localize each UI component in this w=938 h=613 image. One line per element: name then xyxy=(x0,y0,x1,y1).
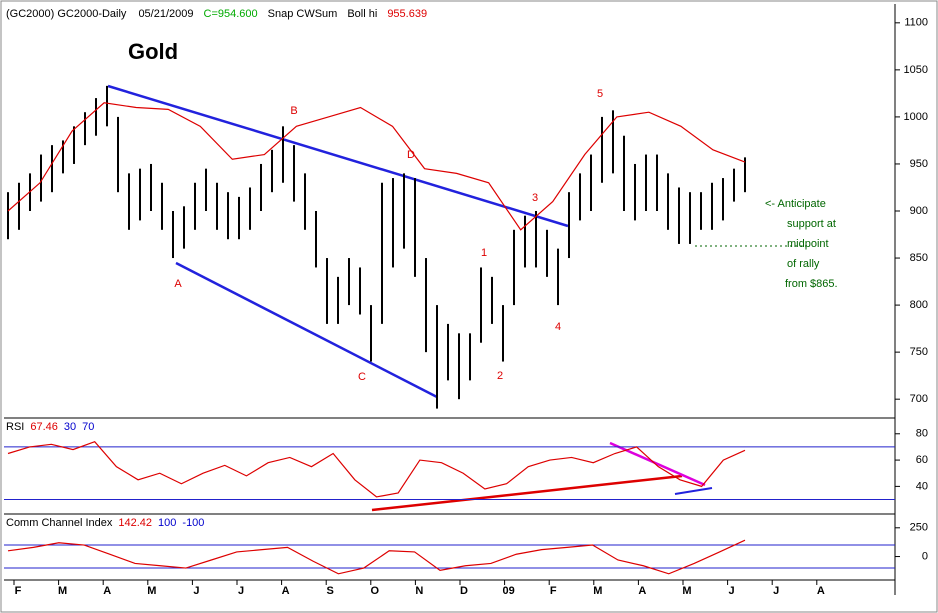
x-tick-label: M xyxy=(58,585,67,597)
x-tick-label: M xyxy=(593,585,602,597)
y-tick-label: 60 xyxy=(916,454,928,466)
annotation: <- Anticipate xyxy=(765,198,826,210)
annotation: midpoint xyxy=(787,238,829,250)
annotation: from $865. xyxy=(785,278,838,290)
wave-label: 1 xyxy=(481,247,487,259)
header-item: (GC2000) GC2000-Daily xyxy=(6,8,127,20)
panel-label: 142.42 xyxy=(118,517,152,529)
y-tick-label: 750 xyxy=(910,346,928,358)
chart-title: Gold xyxy=(128,39,178,64)
header-item: 05/21/2009 xyxy=(138,8,193,20)
y-tick-label: 80 xyxy=(916,428,928,440)
x-tick-label: S xyxy=(327,585,334,597)
panel-label: 70 xyxy=(82,421,94,433)
rsi-trendline xyxy=(371,474,683,512)
series-line xyxy=(7,102,746,231)
panel-label: 30 xyxy=(64,421,76,433)
x-tick-label: O xyxy=(371,585,380,597)
x-tick-label: A xyxy=(103,585,111,597)
panel-label: RSI xyxy=(6,421,24,433)
y-tick-label: 700 xyxy=(910,393,928,405)
wave-label: D xyxy=(407,149,415,161)
y-tick-label: 0 xyxy=(922,550,928,562)
header-item: 955.639 xyxy=(387,8,427,20)
x-tick-label: M xyxy=(147,585,156,597)
x-tick-label: A xyxy=(817,585,825,597)
x-tick-label: A xyxy=(282,585,290,597)
x-tick-label: D xyxy=(460,585,468,597)
annotation: of rally xyxy=(787,258,820,270)
x-tick-label: J xyxy=(193,585,199,597)
header-item: C=954.600 xyxy=(204,8,258,20)
wave-label: 5 xyxy=(597,88,603,100)
panel-label: -100 xyxy=(182,517,204,529)
y-tick-label: 900 xyxy=(910,205,928,217)
wave-label: C xyxy=(358,371,366,383)
series-line xyxy=(7,440,746,498)
wave-label: 4 xyxy=(555,321,561,333)
y-tick-label: 1000 xyxy=(904,111,928,123)
y-tick-label: 40 xyxy=(916,480,928,492)
x-tick-label: M xyxy=(682,585,691,597)
x-tick-label: F xyxy=(550,585,557,597)
panel-label: 100 xyxy=(158,517,176,529)
y-tick-label: 850 xyxy=(910,252,928,264)
wave-label: B xyxy=(290,105,297,117)
x-tick-label: J xyxy=(773,585,779,597)
y-tick-label: 1050 xyxy=(904,64,928,76)
y-tick-label: 1100 xyxy=(904,17,928,29)
x-tick-label: N xyxy=(415,585,423,597)
x-tick-label: J xyxy=(238,585,244,597)
panel-label: Comm Channel Index xyxy=(6,517,113,529)
panel-label: 67.46 xyxy=(30,421,58,433)
x-tick-label: J xyxy=(729,585,735,597)
annotation: support at xyxy=(787,218,836,230)
trendline xyxy=(107,84,569,228)
y-tick-label: 800 xyxy=(910,299,928,311)
y-tick-label: 950 xyxy=(910,158,928,170)
x-tick-label: 09 xyxy=(502,585,514,597)
header-item: Boll hi xyxy=(347,8,377,20)
y-tick-label: 250 xyxy=(910,522,928,534)
x-tick-label: A xyxy=(638,585,646,597)
trendline xyxy=(175,261,438,399)
rsi-trendline xyxy=(674,487,713,495)
x-tick-label: F xyxy=(15,585,22,597)
series-line xyxy=(7,539,746,575)
wave-label: 3 xyxy=(532,192,538,204)
wave-label: 2 xyxy=(497,370,503,382)
header-item: Snap CWSum xyxy=(268,8,338,20)
wave-label: A xyxy=(174,278,182,290)
